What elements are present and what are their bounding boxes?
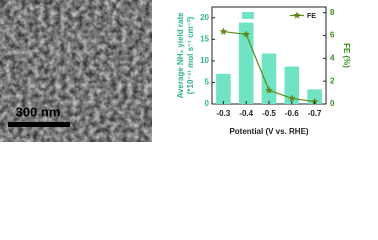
- line-marker: [265, 86, 273, 94]
- legend-swatch: [242, 12, 254, 19]
- y2-tick-label: 2: [330, 76, 335, 85]
- x-axis-title: Potential (V vs. RHE): [229, 127, 308, 136]
- bar: [284, 66, 300, 104]
- x-tick-label: -0.4: [239, 109, 253, 118]
- x-tick-label: -0.5: [262, 109, 276, 118]
- sem-image: 300 nm: [0, 0, 152, 142]
- y2-tick-label: 6: [330, 31, 335, 40]
- y2-tick-label: 4: [330, 53, 335, 62]
- y-axis-title: Average NH₃ yield rate: [176, 12, 185, 99]
- y-tick-label: 20: [200, 13, 209, 22]
- legend-marker: [293, 11, 301, 19]
- legend-label: FE: [307, 13, 316, 20]
- line-marker: [242, 30, 250, 38]
- bar: [307, 89, 322, 104]
- sem-texture: [0, 0, 152, 142]
- scale-bar: [8, 122, 70, 127]
- y2-axis-title: FE (%): [342, 43, 351, 68]
- y-tick-label: 5: [205, 78, 210, 87]
- y-axis-title: (*10⁻¹¹ mol s⁻¹ cm⁻²): [186, 16, 195, 94]
- y-tick-label: 10: [200, 56, 209, 65]
- y2-tick-label: 0: [330, 99, 335, 108]
- x-tick-label: -0.6: [285, 109, 299, 118]
- line-marker: [219, 27, 228, 35]
- scale-bar-label: 300 nm: [16, 104, 61, 119]
- y-tick-label: 0: [205, 99, 210, 108]
- figure: 300 nm 0 5 10 15 20 0 2 4 6 8 Average NH₃ yield ra…: [0, 0, 351, 142]
- x-tick-label: -0.3: [217, 109, 231, 118]
- bar: [216, 73, 231, 104]
- y-tick-label: 15: [200, 34, 209, 43]
- legend-label: NH₃ yield: [257, 13, 288, 20]
- x-tick-label: -0.7: [308, 109, 322, 118]
- y2-tick-label: 8: [330, 8, 335, 17]
- line-marker: [288, 94, 296, 102]
